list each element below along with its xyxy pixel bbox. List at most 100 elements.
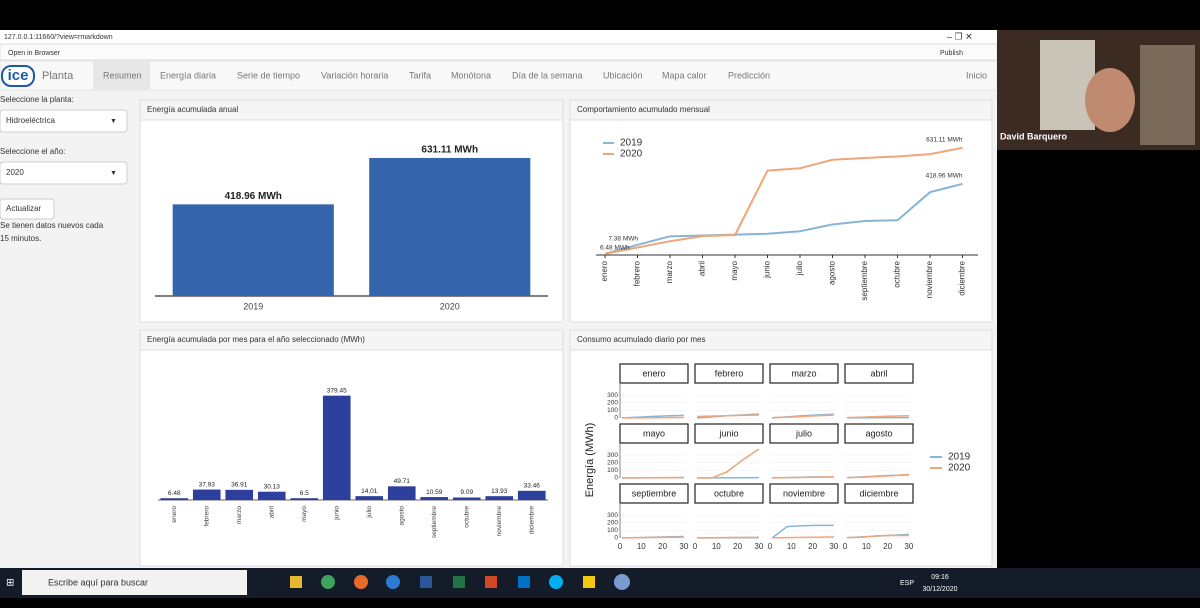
x-tick-label: diciembre [958,260,967,295]
panel-title: Energía acumulada anual [147,105,238,114]
series-line [847,473,909,479]
app-icon[interactable] [321,575,335,589]
facet-title: octubre [714,488,744,498]
plant-value: Hidroeléctrica [6,116,55,125]
data-label: 33.46 [524,483,541,490]
data-label: 14.01 [361,488,378,495]
series-line [771,524,834,539]
refresh-button[interactable] [0,198,55,220]
data-label: 631.11 MWh [926,137,963,144]
home-link[interactable]: Inicio [966,70,987,80]
nav-tab[interactable]: Energía diaria [160,70,216,80]
active-tab [93,61,150,90]
data-label: 36.91 [231,482,248,489]
nav-tab[interactable]: Serie de tiempo [237,70,300,80]
start-button[interactable]: ⊞ [6,578,14,589]
y-tick-label: 200 [607,519,618,526]
x-tick-label: mayo [730,260,739,280]
app-icon[interactable] [386,575,400,589]
series-line [697,448,760,479]
date[interactable]: 30/12/2020 [922,586,957,593]
search-placeholder: Escribe aquí para buscar [48,577,148,587]
app-icon[interactable] [583,576,595,588]
nav-tab[interactable]: Monótona [451,70,491,80]
facet-strip [844,423,914,444]
app-icon[interactable] [614,574,630,590]
nav-tab[interactable]: Variación horaria [321,70,388,80]
y-tick-label: 100 [607,527,618,534]
data-label: 49.71 [394,478,411,485]
dropdown-arrow: ▼ [110,118,117,125]
navbar [0,60,998,91]
legend-label: 2020 [948,463,971,474]
language[interactable]: ESP [900,580,914,587]
app-icon[interactable] [453,576,465,588]
x-tick-label: febrero [633,260,642,286]
y-tick-label: 300 [607,392,618,399]
x-tick-label: noviembre [496,506,503,537]
nav-tab[interactable]: Resumen [103,70,142,80]
x-tick-label: 20 [808,542,817,551]
x-tick-label: 0 [768,542,773,551]
x-tick-label: agosto [828,260,837,285]
x-tick-label: agosto [398,506,405,526]
bar [355,496,384,500]
nav-tab[interactable]: Tarifa [409,70,431,80]
x-tick-label: 10 [862,542,871,551]
panel-title: Consumo acumulado diario por mes [577,335,706,344]
publish[interactable]: Publish [940,50,963,57]
url: 127.0.0.1:11660/?view=rmarkdown [4,34,113,41]
bar [452,497,481,500]
x-tick-label: 20 [883,542,892,551]
nav-tab[interactable]: Ubicación [603,70,643,80]
bar [369,157,531,296]
y-tick-label: 300 [607,452,618,459]
app-icon[interactable] [485,576,497,588]
x-tick-label: septiembre [431,506,438,539]
x-tick-label: 0 [693,542,698,551]
search-box[interactable] [22,570,247,595]
nav-tab[interactable]: Día de la semana [512,70,583,80]
x-tick-label: octubre [463,506,470,528]
toolbar [0,43,998,61]
window-controls[interactable]: – ❐ ✕ [947,31,973,41]
app-icon[interactable] [518,576,530,588]
app-icon[interactable] [290,576,302,588]
x-tick-label: junio [763,260,772,278]
facet-strip [844,483,914,504]
x-tick-label: abril [268,505,275,518]
app-icon[interactable] [549,575,563,589]
bar [257,491,286,500]
series-line [622,536,684,539]
panel-header [139,329,564,351]
series-line [772,414,834,419]
app-icon[interactable] [354,575,368,589]
clock[interactable]: 09:16 [931,574,949,581]
year-label: Seleccione el año: [0,147,65,156]
facet-strip [694,483,764,504]
participant-name: David Barquero [1000,131,1068,141]
panel-title: Comportamiento acumulado mensual [577,105,710,114]
y-axis-label: Energía (MWh) [584,423,596,498]
year-select[interactable] [0,161,128,185]
series-line [604,182,963,255]
legend-label: 2020 [620,149,643,160]
facet-title: febrero [715,368,744,378]
open-in-browser[interactable]: Open in Browser [8,50,61,57]
x-tick-label: 10 [637,542,646,551]
facet-strip [619,483,689,504]
data-label: 10.59 [426,489,443,496]
y-tick-label: 300 [607,512,618,519]
facet-strip [769,423,839,444]
bar [225,489,254,500]
nav-tab[interactable]: Mapa calor [662,70,707,80]
data-label: 7.38 MWh [608,235,638,242]
nav-tab[interactable]: Predicción [728,70,770,80]
panel [569,99,993,323]
x-tick-label: junio [333,506,340,521]
panel-header [139,99,564,121]
app-icon[interactable] [420,576,432,588]
x-tick-label: 30 [754,542,763,551]
plant-label: Seleccione la planta: [0,95,74,104]
plant-select[interactable] [0,109,128,133]
